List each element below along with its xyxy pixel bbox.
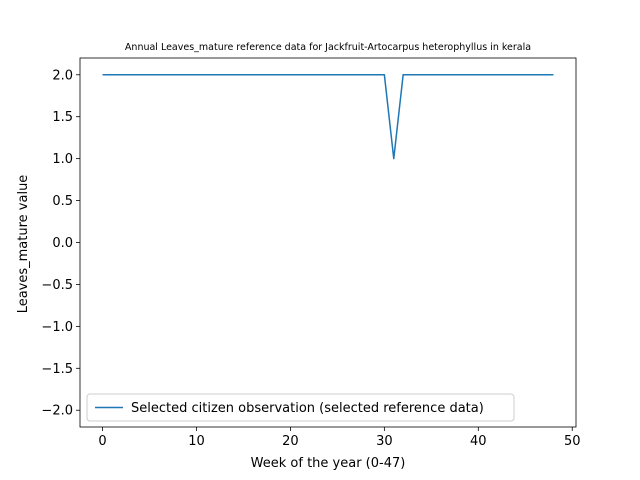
x-tick-label-0: 0 xyxy=(98,434,106,449)
x-tick-label-10: 10 xyxy=(188,434,205,449)
x-tick-label-30: 30 xyxy=(376,434,393,449)
x-tick-label-20: 20 xyxy=(282,434,299,449)
y-axis-label: Leaves_mature value xyxy=(16,175,31,314)
y-tick-label-3: −0.5 xyxy=(41,278,73,293)
x-axis-label: Week of the year (0-47) xyxy=(251,456,406,471)
y-tick-label-1: −1.5 xyxy=(41,362,73,377)
x-tick-label-50: 50 xyxy=(564,434,581,449)
legend-box xyxy=(86,393,515,422)
y-tick-label-4: 0.0 xyxy=(52,236,73,251)
y-tick-label-2: −1.0 xyxy=(41,320,73,335)
y-tick-label-5: 0.5 xyxy=(52,194,73,209)
y-tick-label-8: 2.0 xyxy=(52,68,73,83)
y-tick-label-6: 1.0 xyxy=(52,152,73,167)
y-tick-label-7: 1.5 xyxy=(52,110,73,125)
series-line-0 xyxy=(102,74,554,160)
plot-area: 0 10 20 30 40 50 −2.0 −1.5 −1.0 −0.5 0.0 0.5 1.0 1.5 2… xyxy=(41,57,581,449)
legend-label-0: Selected citizen observation (selected r… xyxy=(131,401,484,416)
y-tick-label-0: −2.0 xyxy=(41,404,73,419)
chart-title: Annual Leaves_mature reference data for … xyxy=(125,42,531,53)
x-tick-label-40: 40 xyxy=(470,434,487,449)
axes-frame xyxy=(79,57,577,428)
